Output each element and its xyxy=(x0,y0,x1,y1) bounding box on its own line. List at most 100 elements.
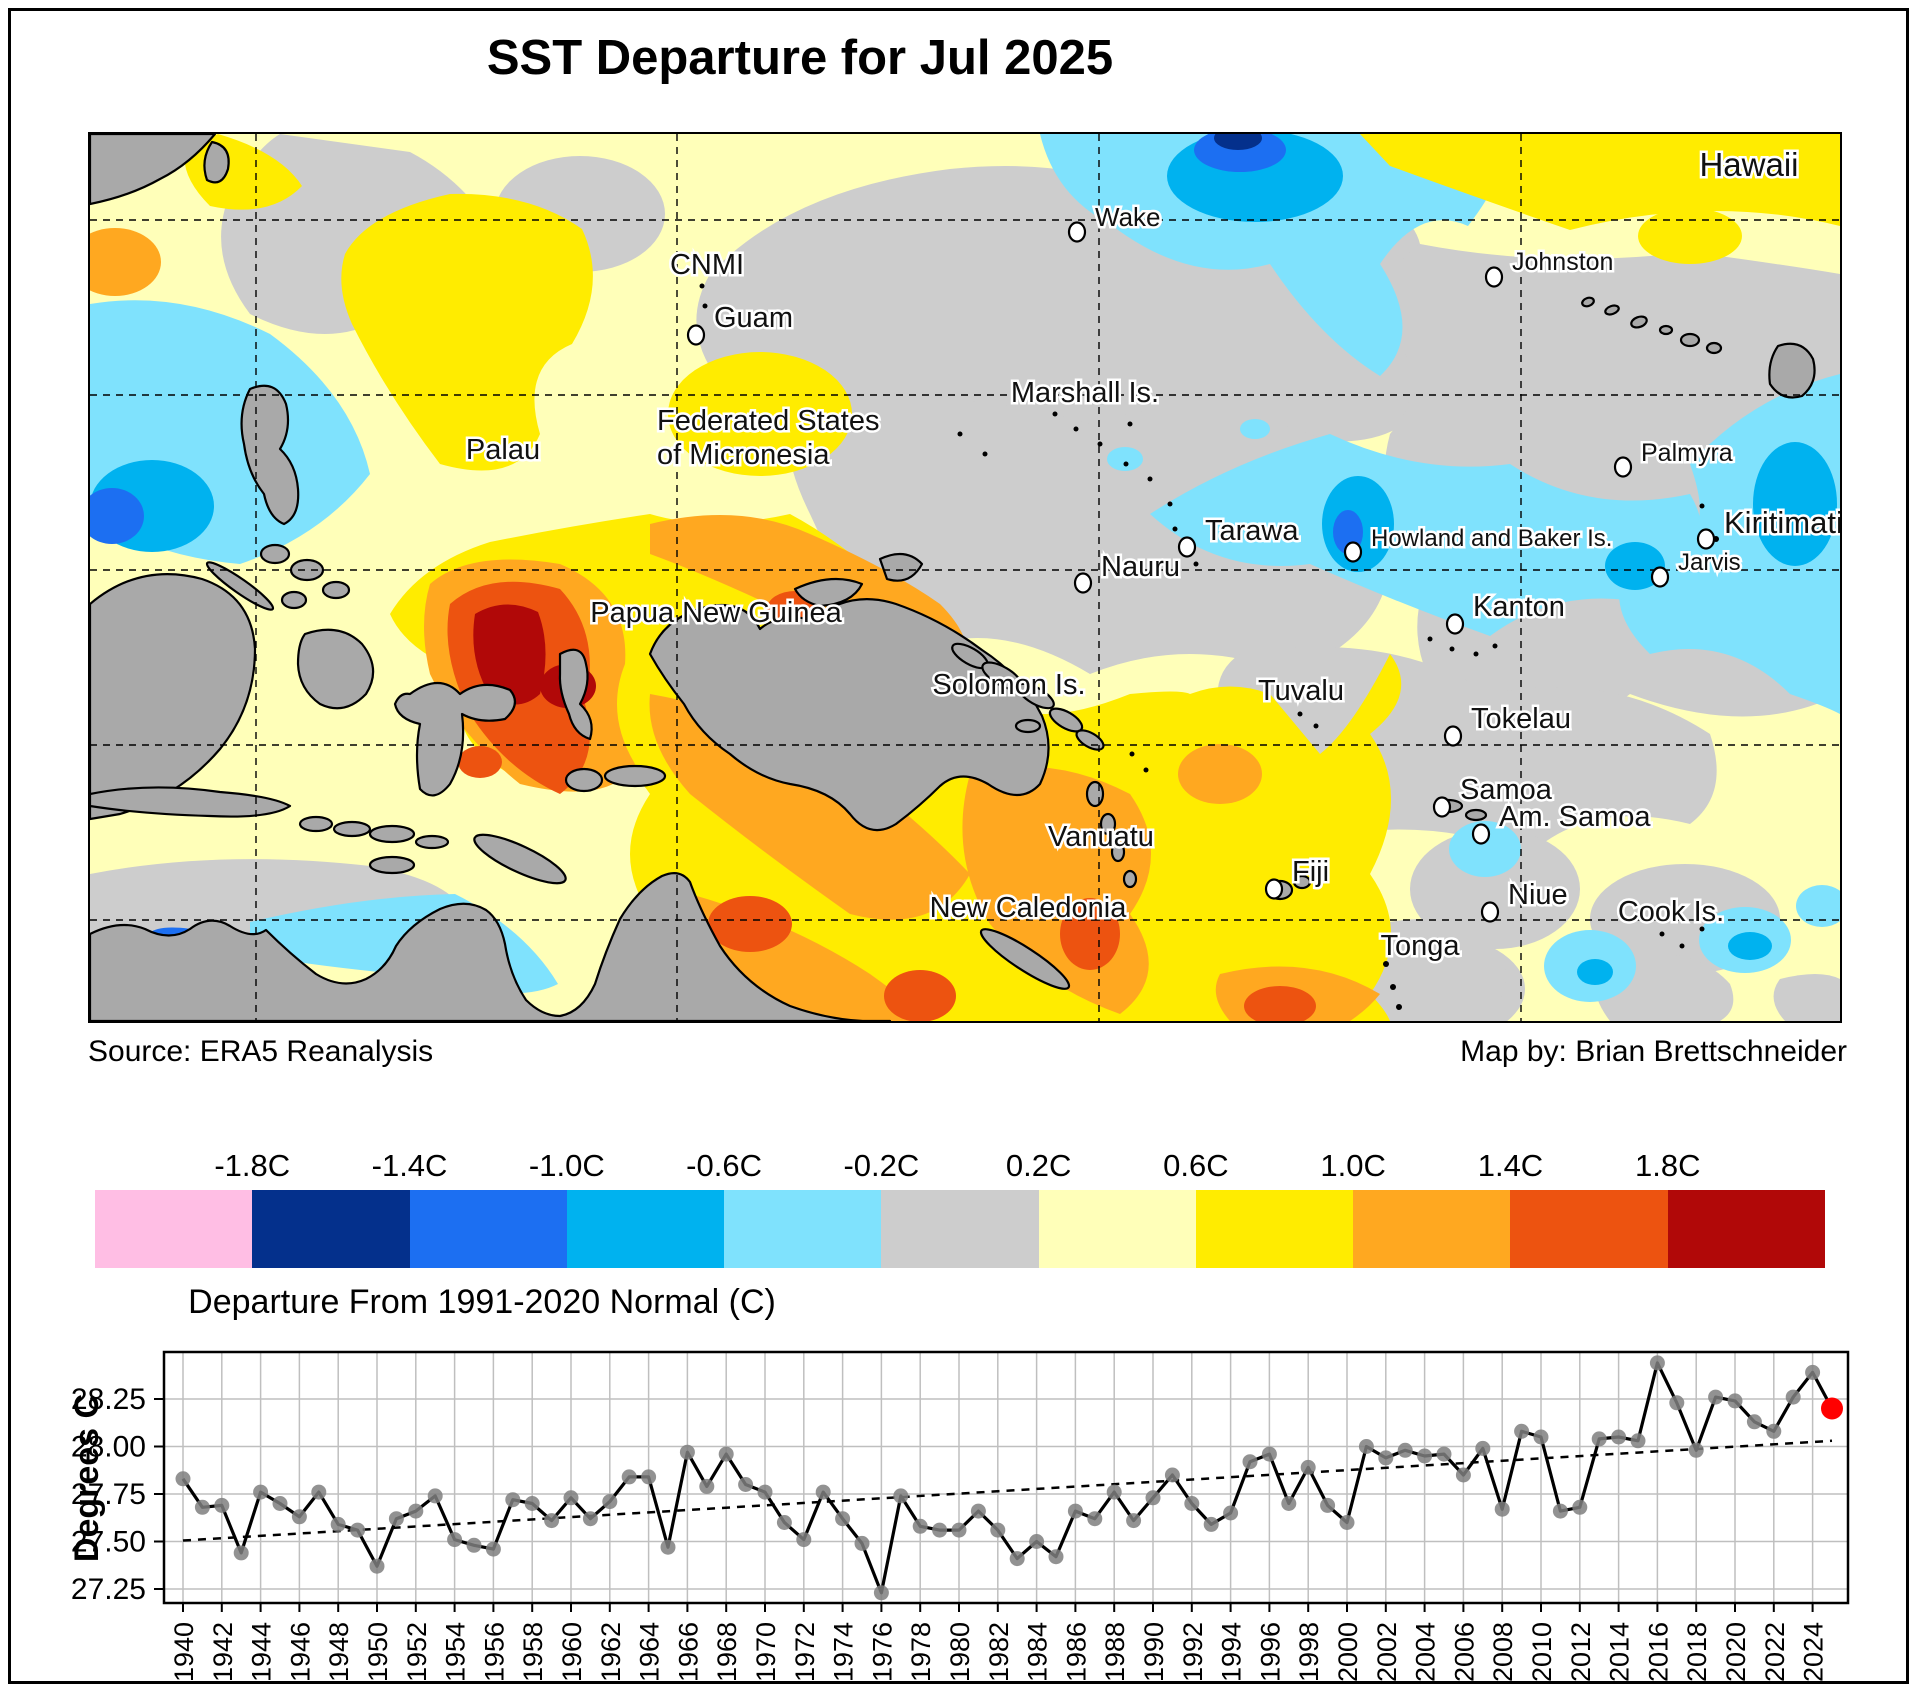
data-point xyxy=(1746,1414,1762,1430)
data-point xyxy=(1436,1446,1452,1462)
y-axis-tick-label: 27.75 xyxy=(71,1478,146,1511)
colorbar-swatch xyxy=(252,1190,410,1268)
place-marker xyxy=(1480,901,1500,923)
colorbar-swatch xyxy=(1353,1190,1511,1268)
x-axis-tick-label: 2016 xyxy=(1643,1622,1673,1682)
page-title: SST Departure for Jul 2025 xyxy=(486,31,1114,85)
x-axis-tick-label: 1978 xyxy=(906,1622,936,1682)
x-axis-tick-label: 1986 xyxy=(1061,1622,1091,1682)
x-axis-tick-label: 1974 xyxy=(829,1622,859,1682)
colorbar-tick-label: 0.2C xyxy=(1005,1148,1072,1183)
data-point xyxy=(1126,1513,1142,1529)
x-axis-tick-label: 1992 xyxy=(1178,1622,1208,1682)
data-point xyxy=(1727,1393,1743,1409)
colorbar-swatch xyxy=(566,1190,725,1268)
data-point xyxy=(621,1469,637,1485)
x-axis-tick-label: 1958 xyxy=(518,1622,548,1682)
y-axis-tick-label: 27.25 xyxy=(71,1573,146,1606)
data-point xyxy=(796,1532,812,1548)
colorbar-swatch xyxy=(1195,1190,1354,1268)
map-label: Nauru xyxy=(1101,551,1180,583)
map-label: Am. Samoa xyxy=(1499,801,1651,833)
land-hawaii xyxy=(1581,296,1816,399)
x-axis-tick-label: 2010 xyxy=(1527,1622,1557,1682)
x-axis-tick-label: 2002 xyxy=(1372,1622,1402,1682)
data-point xyxy=(369,1558,385,1574)
data-point xyxy=(1630,1433,1646,1449)
data-point xyxy=(1785,1389,1801,1405)
colorbar-tick-label: 1.0C xyxy=(1320,1148,1386,1183)
data-point xyxy=(408,1503,424,1519)
x-axis-tick-label: 1940 xyxy=(169,1622,199,1682)
data-point xyxy=(602,1494,618,1510)
map-label: Tonga xyxy=(1380,930,1460,962)
place-labels: Hawaii Wake CNMI Guam Johnston Marshall Is. Pa… xyxy=(463,144,1840,965)
data-point xyxy=(291,1509,307,1525)
data-point xyxy=(1358,1439,1374,1454)
x-axis-tick-label: 1994 xyxy=(1217,1622,1247,1682)
data-point xyxy=(544,1513,560,1529)
colorbar-swatch xyxy=(1510,1190,1668,1268)
data-point xyxy=(272,1496,288,1511)
x-axis-tick-label: 1998 xyxy=(1294,1622,1324,1682)
map-label: Howland and Baker Is. xyxy=(1371,525,1612,552)
data-point xyxy=(563,1490,579,1506)
x-axis-tick-label: 1972 xyxy=(790,1622,820,1682)
colorbar-swatch xyxy=(1038,1190,1196,1268)
place-marker xyxy=(1177,536,1197,558)
x-axis-tick-label: 1988 xyxy=(1100,1622,1130,1682)
land-asia xyxy=(90,134,217,206)
place-marker xyxy=(1696,528,1716,550)
landmasses xyxy=(90,134,1816,1021)
map-label: CNMI xyxy=(670,249,744,281)
data-point xyxy=(1029,1534,1045,1549)
land-palawan xyxy=(205,561,275,611)
data-point xyxy=(1087,1511,1103,1527)
colorbar-swatch xyxy=(409,1190,567,1268)
x-axis-tick-label: 1984 xyxy=(1023,1622,1053,1682)
data-point xyxy=(582,1511,598,1527)
map-label: Samoa xyxy=(1460,774,1553,806)
data-point xyxy=(1766,1423,1782,1439)
colorbar-tick-label: -1.4C xyxy=(371,1148,448,1183)
sst-timeseries-chart: 27.25 27.50 27.75 28.00 28.25 1940 1942 1944 194… xyxy=(68,1350,1850,1682)
data-point xyxy=(1223,1505,1239,1521)
colorbar-tick-label: 1.8C xyxy=(1634,1148,1701,1183)
data-point xyxy=(1397,1442,1413,1458)
colorbar-swatch xyxy=(881,1190,1039,1268)
x-axis-tick-label: 2004 xyxy=(1411,1622,1441,1682)
data-point xyxy=(505,1492,521,1508)
x-axis-tick-label: 1970 xyxy=(751,1622,781,1682)
x-axis-tick-label: 1964 xyxy=(635,1622,665,1682)
data-point xyxy=(447,1532,463,1548)
data-point xyxy=(776,1515,792,1530)
map-label: Federated States xyxy=(657,405,879,437)
map-label: Wake xyxy=(1095,202,1161,232)
x-axis-tick-label: 2000 xyxy=(1333,1622,1363,1682)
data-point xyxy=(1048,1549,1064,1565)
source-credit: Source: ERA5 Reanalysis xyxy=(88,1035,434,1068)
land-new-caledonia xyxy=(979,928,1071,990)
x-axis-tick-label: 1946 xyxy=(285,1622,315,1682)
colorbar-swatch xyxy=(95,1190,253,1268)
data-point xyxy=(1417,1448,1433,1464)
data-point xyxy=(1514,1423,1530,1439)
x-axis-tick-label: 1966 xyxy=(673,1622,703,1682)
map-label: Fiji xyxy=(1292,856,1329,888)
data-point xyxy=(660,1539,676,1555)
land-new-britain xyxy=(793,577,864,608)
map-label: Hawaii xyxy=(1699,146,1798,183)
map-label: Johnston xyxy=(1512,248,1613,276)
x-axis-tick-label: 2018 xyxy=(1682,1622,1712,1682)
place-marker xyxy=(1343,541,1363,563)
data-point xyxy=(912,1518,928,1534)
x-axis-tick-label: 1996 xyxy=(1255,1622,1285,1682)
data-point xyxy=(330,1516,346,1532)
data-point xyxy=(1572,1499,1588,1515)
map-label: Kanton xyxy=(1473,591,1565,623)
place-marker xyxy=(1264,878,1284,900)
data-point xyxy=(233,1545,249,1561)
map-label: Palau xyxy=(466,434,540,466)
x-axis-tick-label: 1982 xyxy=(984,1622,1014,1682)
colorbar-swatch xyxy=(724,1190,882,1268)
